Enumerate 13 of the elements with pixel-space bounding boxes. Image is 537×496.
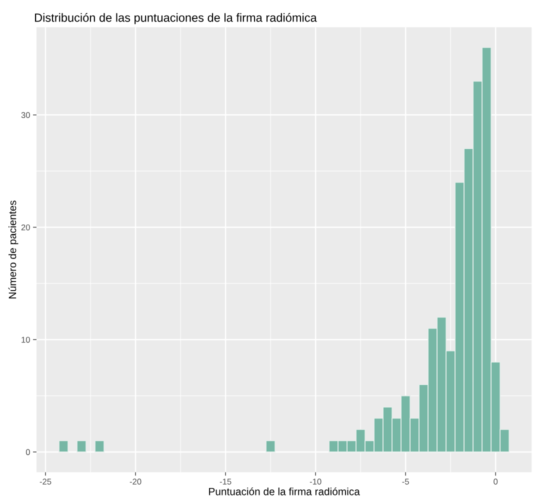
y-axis-title: Número de pacientes	[8, 200, 18, 298]
x-tick-label: -25	[40, 478, 52, 485]
y-tick-label: 10	[22, 336, 30, 343]
y-tick-label: 30	[21, 112, 30, 118]
x-axis-title: Puntuación de la firma radiómica	[209, 487, 360, 496]
x-tick-label: -20	[130, 478, 142, 485]
y-tick-label: 0	[26, 449, 30, 456]
chart-title: Distribución de las puntuaciones de la firma radiómica	[35, 13, 317, 24]
x-tick-label: -10	[310, 478, 322, 485]
x-tick-label: 0	[494, 478, 498, 485]
x-tick-label: -5	[402, 478, 409, 485]
x-tick-label: -15	[220, 478, 232, 485]
y-tick-label: 20	[21, 224, 30, 230]
